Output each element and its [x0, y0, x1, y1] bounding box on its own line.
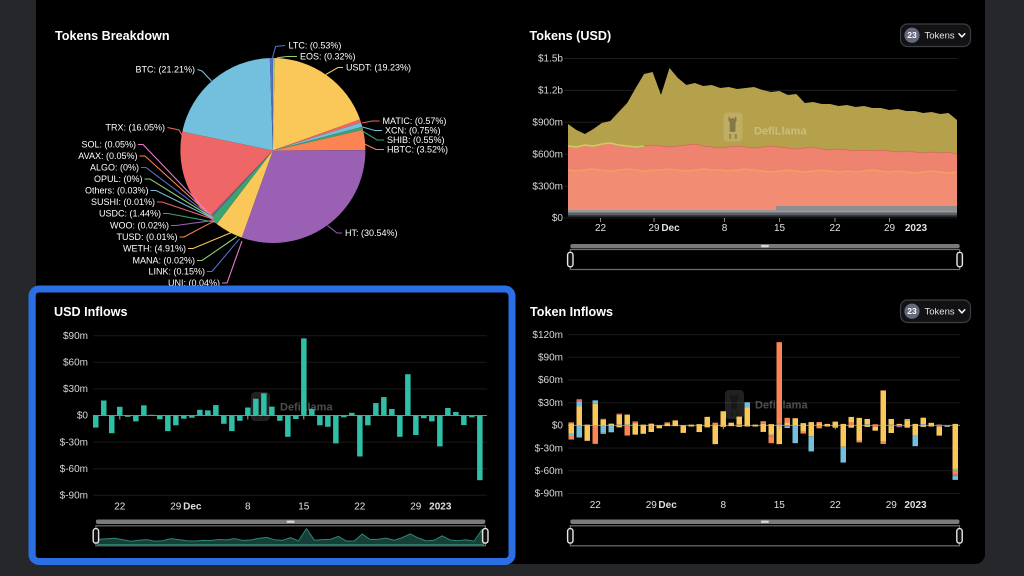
svg-text:TUSD: (0.01%): TUSD: (0.01%): [116, 232, 177, 242]
svg-text:HT: (30.54%): HT: (30.54%): [345, 228, 398, 238]
svg-text:OPUL: (0%): OPUL: (0%): [94, 174, 143, 184]
svg-text:29: 29: [648, 223, 660, 234]
svg-text:$-30m: $-30m: [535, 443, 563, 454]
svg-text:$90m: $90m: [538, 353, 563, 364]
svg-text:$600m: $600m: [532, 149, 563, 160]
svg-text:Tokens Breakdown: Tokens Breakdown: [55, 29, 170, 43]
svg-text:DefiLlama: DefiLlama: [754, 126, 807, 138]
svg-text:AVAX: (0.05%): AVAX: (0.05%): [78, 151, 137, 161]
svg-text:29: 29: [170, 502, 182, 513]
svg-text:$90m: $90m: [63, 331, 88, 342]
svg-text:8: 8: [245, 502, 251, 513]
svg-text:$-90m: $-90m: [60, 491, 88, 502]
svg-text:Dec: Dec: [661, 223, 680, 234]
svg-text:DefiLlama: DefiLlama: [280, 402, 333, 414]
svg-text:Token Inflows: Token Inflows: [530, 305, 613, 319]
svg-text:LTC: (0.53%): LTC: (0.53%): [289, 41, 342, 51]
svg-text:UNI: (0.04%): UNI: (0.04%): [168, 278, 220, 288]
svg-text:ALGO: (0%): ALGO: (0%): [90, 163, 139, 173]
svg-text:22: 22: [590, 500, 602, 511]
svg-text:WOO: (0.02%): WOO: (0.02%): [110, 221, 169, 231]
svg-text:22: 22: [829, 223, 841, 234]
svg-text:$30m: $30m: [538, 398, 563, 409]
svg-text:$0: $0: [77, 411, 89, 422]
svg-text:$1.2b: $1.2b: [538, 86, 563, 97]
svg-text:22: 22: [830, 500, 842, 511]
svg-text:29: 29: [884, 223, 896, 234]
svg-text:22: 22: [114, 502, 126, 513]
svg-text:29: 29: [410, 502, 422, 513]
svg-text:$30m: $30m: [63, 384, 88, 395]
svg-text:$300m: $300m: [532, 181, 563, 192]
svg-text:2023: 2023: [904, 500, 927, 511]
svg-text:$900m: $900m: [532, 118, 563, 129]
svg-text:15: 15: [298, 502, 310, 513]
svg-text:2023: 2023: [429, 502, 452, 513]
svg-text:EOS: (0.32%): EOS: (0.32%): [300, 52, 356, 62]
svg-text:SHIB: (0.55%): SHIB: (0.55%): [387, 135, 445, 145]
svg-text:TRX: (16.05%): TRX: (16.05%): [105, 123, 165, 133]
svg-text:$60m: $60m: [63, 358, 88, 369]
svg-text:Dec: Dec: [658, 500, 677, 511]
svg-text:22: 22: [595, 223, 607, 234]
svg-text:USDC: (1.44%): USDC: (1.44%): [99, 209, 161, 219]
svg-text:23: 23: [907, 306, 917, 316]
svg-text:SOL: (0.05%): SOL: (0.05%): [81, 140, 136, 150]
svg-text:Tokens: Tokens: [925, 31, 955, 42]
svg-text:HBTC: (3.52%): HBTC: (3.52%): [387, 145, 448, 155]
svg-text:Dec: Dec: [183, 502, 202, 513]
svg-text:15: 15: [774, 500, 786, 511]
svg-text:8: 8: [721, 500, 727, 511]
svg-text:MANA: (0.02%): MANA: (0.02%): [132, 256, 195, 266]
svg-text:BTC: (21.21%): BTC: (21.21%): [135, 65, 195, 75]
svg-text:$0: $0: [552, 421, 564, 432]
svg-text:Tokens (USD): Tokens (USD): [530, 29, 612, 43]
svg-text:$120m: $120m: [532, 330, 563, 341]
svg-text:29: 29: [886, 500, 898, 511]
svg-text:Others: (0.03%): Others: (0.03%): [85, 186, 149, 196]
svg-text:29: 29: [646, 500, 658, 511]
svg-text:MATIC: (0.57%): MATIC: (0.57%): [383, 116, 447, 126]
svg-text:8: 8: [722, 223, 728, 234]
svg-text:$-30m: $-30m: [60, 437, 88, 448]
svg-text:$1.5b: $1.5b: [538, 54, 563, 65]
svg-text:23: 23: [907, 30, 917, 40]
svg-text:$0: $0: [552, 213, 564, 224]
svg-text:$60m: $60m: [538, 375, 563, 386]
svg-text:XCN: (0.75%): XCN: (0.75%): [385, 126, 441, 136]
svg-text:SUSHI: (0.01%): SUSHI: (0.01%): [91, 197, 155, 207]
svg-text:LINK: (0.15%): LINK: (0.15%): [148, 267, 205, 277]
svg-text:$-60m: $-60m: [60, 464, 88, 475]
svg-text:WETH: (4.91%): WETH: (4.91%): [123, 244, 186, 254]
svg-text:15: 15: [774, 223, 786, 234]
svg-text:2023: 2023: [905, 223, 928, 234]
svg-text:USDT: (19.23%): USDT: (19.23%): [346, 63, 411, 73]
svg-text:Tokens: Tokens: [925, 307, 955, 318]
svg-text:$-90m: $-90m: [535, 489, 563, 500]
svg-text:22: 22: [354, 502, 366, 513]
svg-text:USD Inflows: USD Inflows: [54, 305, 127, 319]
svg-text:$-60m: $-60m: [535, 466, 563, 477]
